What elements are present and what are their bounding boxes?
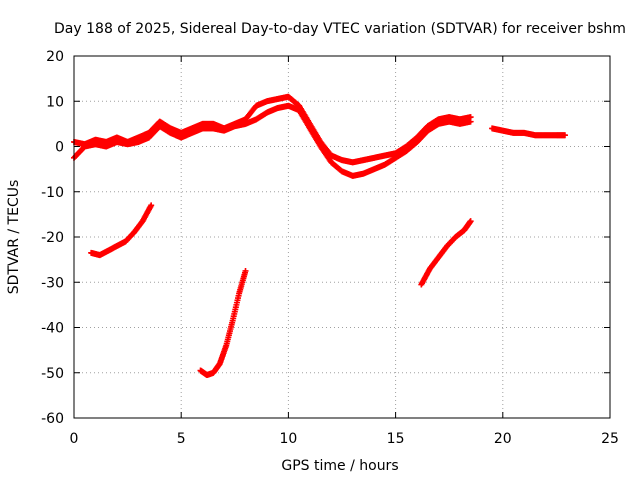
y-tick-label: 0 — [55, 140, 64, 156]
y-tick-label: 10 — [46, 94, 64, 110]
x-tick-label: 25 — [601, 431, 619, 447]
y-tick-labels: -60 -50 -40 -30 -20 -10 0 10 20 — [41, 49, 64, 427]
x-tick-label: 15 — [387, 431, 405, 447]
series-track-a — [71, 93, 474, 166]
series-track-f — [489, 125, 568, 139]
y-tick-label: -50 — [41, 366, 64, 382]
x-axis-label: GPS time / hours — [281, 458, 398, 474]
chart-title: Day 188 of 2025, Sidereal Day-to-day VTE… — [54, 21, 626, 37]
x-tick-label: 20 — [494, 431, 512, 447]
data-point-marker — [561, 132, 568, 139]
y-tick-label: -20 — [41, 230, 64, 246]
data-point-marker — [467, 218, 474, 225]
x-tick-label: 10 — [279, 431, 297, 447]
y-tick-label: -30 — [41, 275, 64, 291]
series-track-e — [418, 218, 474, 288]
data-points — [71, 93, 568, 379]
y-tick-label: -40 — [41, 321, 64, 337]
y-tick-label: -10 — [41, 185, 64, 201]
x-tick-labels: 0 5 10 15 20 25 — [70, 431, 619, 447]
y-axis-label: SDTVAR / TECUs — [6, 180, 22, 295]
series-track-d — [197, 267, 249, 379]
y-tick-label: -60 — [41, 411, 64, 427]
plot-frame — [73, 55, 611, 419]
y-tick-label: 20 — [46, 49, 64, 65]
data-point-marker — [148, 202, 155, 209]
data-point-marker — [242, 267, 249, 274]
data-point-marker — [467, 118, 474, 125]
series-track-b — [71, 102, 474, 179]
series-track-c — [88, 202, 155, 259]
x-tick-label: 5 — [177, 431, 186, 447]
x-tick-label: 0 — [70, 431, 79, 447]
grid-lines — [73, 55, 611, 419]
